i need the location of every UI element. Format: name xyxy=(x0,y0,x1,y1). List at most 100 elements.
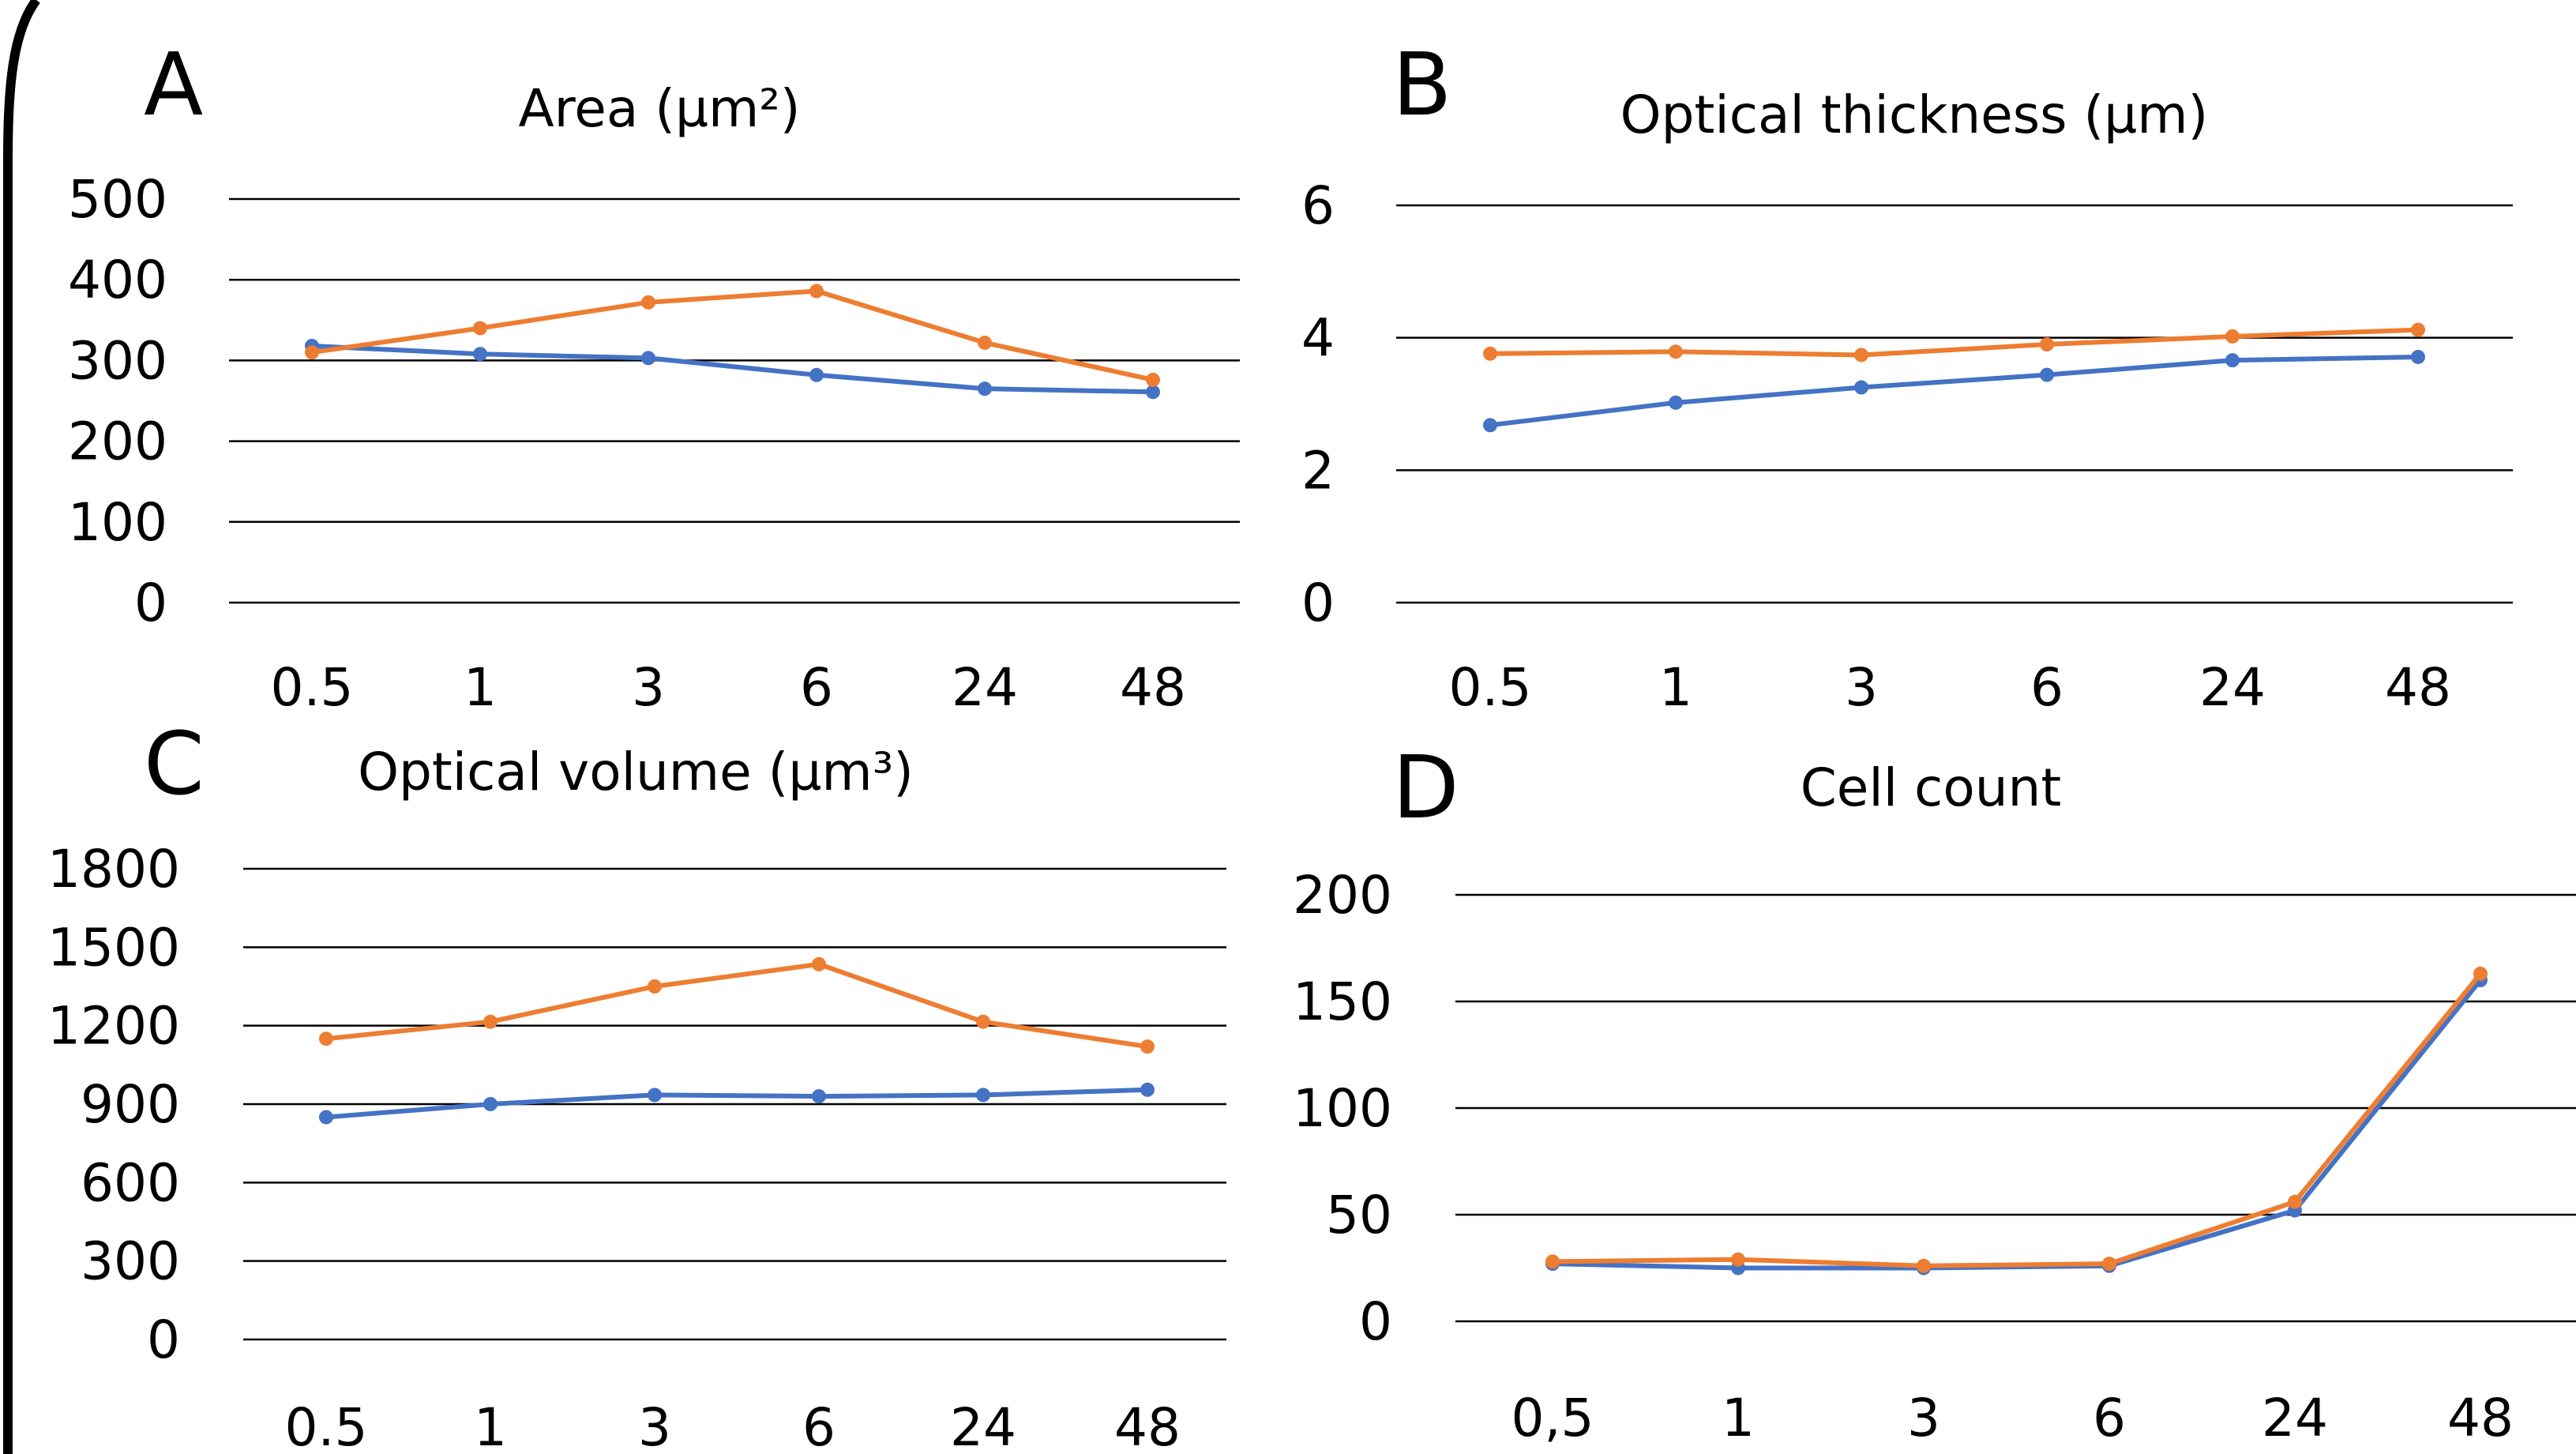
data-point-b-2-0 xyxy=(1483,346,1497,361)
y-tick-label-d-0: 0 xyxy=(1359,1291,1392,1352)
data-point-c-2-2 xyxy=(648,979,662,994)
data-point-b-2-4 xyxy=(2225,329,2240,344)
y-tick-label-b-2: 2 xyxy=(1301,440,1335,501)
chart-panel-d: D Cell count 0 50 100 150 200 0,5 1 3 6 24 48 xyxy=(1293,737,2576,1448)
data-point-b-2-3 xyxy=(2040,337,2054,352)
x-tick-label-b-2: 3 xyxy=(1845,657,1878,718)
y-tick-label-d-100: 100 xyxy=(1293,1078,1392,1139)
data-point-a-2-1 xyxy=(473,321,487,336)
y-tick-label-d-150: 150 xyxy=(1293,971,1392,1032)
y-tick-label-a-200: 200 xyxy=(68,411,167,472)
panel-letter-c: C xyxy=(144,713,205,814)
data-point-d-2-0 xyxy=(1545,1254,1560,1269)
data-point-a-1-2 xyxy=(641,351,655,366)
data-point-b-1-3 xyxy=(2040,367,2054,382)
data-point-a-1-1 xyxy=(473,347,487,362)
x-tick-label-d-4: 24 xyxy=(2262,1388,2328,1448)
data-point-d-2-4 xyxy=(2288,1194,2302,1209)
data-point-c-2-4 xyxy=(976,1014,990,1029)
y-tick-label-b-4: 4 xyxy=(1301,308,1335,369)
data-point-d-2-1 xyxy=(1731,1252,1745,1267)
chart-title-b: Optical thickness (µm) xyxy=(1620,85,2209,145)
data-point-b-2-2 xyxy=(1854,348,1868,363)
chart-panel-a: A Area (µm²) 0 100 200 300 400 500 0.5 1 3 6 24 48 xyxy=(68,34,1240,718)
y-tick-label-c-600: 600 xyxy=(81,1152,180,1213)
x-tick-label-a-4: 24 xyxy=(952,657,1018,718)
x-tick-label-c-4: 24 xyxy=(950,1397,1016,1454)
x-tick-label-d-5: 48 xyxy=(2447,1388,2514,1448)
y-tick-label-a-0: 0 xyxy=(134,573,167,633)
data-point-c-1-3 xyxy=(812,1089,826,1104)
data-point-b-1-1 xyxy=(1669,395,1683,410)
panel-letter-a: A xyxy=(144,34,203,135)
data-point-c-2-3 xyxy=(812,956,826,971)
x-tick-label-d-2: 3 xyxy=(1907,1388,1940,1448)
x-tick-label-c-0: 0.5 xyxy=(285,1397,368,1454)
data-point-b-2-5 xyxy=(2411,322,2425,337)
data-point-c-2-0 xyxy=(319,1031,333,1046)
x-tick-label-c-1: 1 xyxy=(474,1397,507,1454)
y-tick-label-d-200: 200 xyxy=(1293,865,1392,926)
data-point-a-2-0 xyxy=(305,345,319,360)
data-point-c-1-4 xyxy=(976,1088,990,1103)
y-tick-label-b-0: 0 xyxy=(1301,573,1335,633)
y-tick-label-d-50: 50 xyxy=(1326,1185,1392,1245)
y-tick-label-c-1800: 1800 xyxy=(47,839,180,900)
data-point-c-1-5 xyxy=(1140,1082,1155,1097)
series-line-d-1 xyxy=(1552,979,2483,1271)
x-tick-label-d-0: 0,5 xyxy=(1511,1388,1594,1448)
x-tick-label-c-2: 3 xyxy=(638,1397,671,1454)
x-tick-label-a-5: 48 xyxy=(1120,657,1186,718)
chart-panel-c: C Optical volume (µm³) 0 300 600 900 1200 150… xyxy=(47,713,1226,1454)
data-point-d-2-2 xyxy=(1917,1258,1931,1273)
data-point-a-2-4 xyxy=(978,335,992,350)
data-point-a-1-4 xyxy=(978,381,992,396)
data-point-c-2-1 xyxy=(483,1014,498,1029)
data-point-a-2-5 xyxy=(1146,372,1160,387)
data-point-c-1-2 xyxy=(648,1088,662,1103)
y-tick-label-c-0: 0 xyxy=(147,1309,180,1370)
series-line-b-1 xyxy=(1489,354,2419,428)
y-tick-label-b-6: 6 xyxy=(1301,175,1335,236)
data-point-a-1-5 xyxy=(1146,385,1160,400)
chart-title-a: Area (µm²) xyxy=(518,78,800,139)
x-tick-label-b-4: 24 xyxy=(2199,657,2266,718)
y-tick-label-a-100: 100 xyxy=(68,492,167,553)
data-point-d-2-5 xyxy=(2473,966,2488,981)
y-tick-label-c-900: 900 xyxy=(81,1074,180,1135)
x-tick-label-b-0: 0.5 xyxy=(1449,657,1532,718)
series-line-d-2 xyxy=(1552,972,2483,1268)
data-point-d-2-3 xyxy=(2102,1257,2116,1272)
series-line-a-2 xyxy=(311,288,1154,382)
y-tick-label-a-500: 500 xyxy=(68,169,167,230)
data-point-c-2-5 xyxy=(1140,1039,1155,1054)
y-tick-label-a-300: 300 xyxy=(68,330,167,391)
left-bracket-border xyxy=(3,0,40,1454)
x-tick-label-b-1: 1 xyxy=(1659,657,1692,718)
series-line-c-2 xyxy=(325,961,1148,1050)
x-tick-label-d-3: 6 xyxy=(2093,1388,2126,1448)
x-tick-label-a-2: 3 xyxy=(632,657,665,718)
data-point-b-1-5 xyxy=(2411,349,2425,364)
y-tick-label-a-400: 400 xyxy=(68,250,167,310)
data-point-a-2-3 xyxy=(809,284,824,299)
data-point-a-1-3 xyxy=(809,367,824,382)
x-tick-label-a-3: 6 xyxy=(800,657,833,718)
data-point-c-1-0 xyxy=(319,1110,333,1125)
y-tick-label-c-300: 300 xyxy=(81,1231,180,1292)
x-tick-label-b-3: 6 xyxy=(2030,657,2063,718)
data-point-c-1-1 xyxy=(483,1097,498,1111)
data-point-a-2-2 xyxy=(641,295,655,310)
x-tick-label-a-0: 0.5 xyxy=(271,657,354,718)
x-tick-label-c-3: 6 xyxy=(802,1397,836,1454)
series-line-b-2 xyxy=(1489,327,2419,358)
series-line-a-1 xyxy=(311,344,1154,395)
chart-title-d: Cell count xyxy=(1801,757,2062,818)
x-tick-label-a-1: 1 xyxy=(464,657,497,718)
x-tick-label-c-5: 48 xyxy=(1114,1397,1181,1454)
panel-letter-b: B xyxy=(1392,34,1451,135)
series-line-c-1 xyxy=(325,1087,1148,1120)
panel-letter-d: D xyxy=(1392,737,1459,838)
